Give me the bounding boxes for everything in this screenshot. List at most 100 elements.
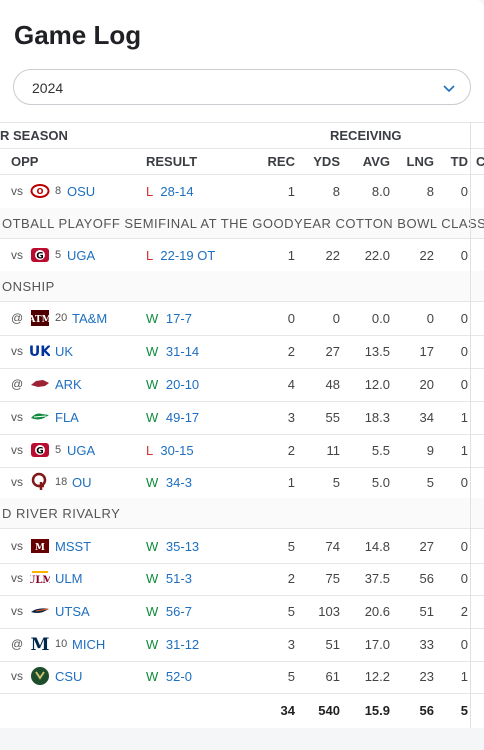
col-yds[interactable]: YDS (313, 154, 340, 169)
td-value: 0 (460, 637, 468, 652)
score-link[interactable]: 20-10 (165, 377, 200, 392)
score-link[interactable]: 30-15 (160, 443, 194, 458)
opponent-rank: 8 (55, 185, 62, 197)
col-result[interactable]: RESULT (146, 154, 198, 169)
avg-value: 12.2 (364, 669, 390, 684)
home-away-indicator: @ (11, 311, 24, 325)
game-note-row: OTBALL PLAYOFF SEMIFINAL AT THE GOODYEAR… (0, 208, 484, 238)
opponent-name-link[interactable]: UTSA (55, 604, 90, 619)
score-link[interactable]: 34-3 (165, 475, 192, 490)
col-avg[interactable]: AVG (362, 154, 390, 169)
lng-value: 5 (426, 475, 434, 490)
win-loss-indicator: W (146, 475, 159, 490)
home-away-indicator: vs (11, 539, 23, 553)
win-loss-indicator: L (146, 248, 153, 263)
season-select[interactable]: 2024 (13, 69, 471, 105)
rec-value: 1 (287, 184, 295, 199)
col-lng[interactable]: LNG (406, 154, 434, 169)
game-row[interactable]: vs M MSST W 35-13 5 74 14.8 27 0 (0, 530, 484, 563)
lng-value: 51 (419, 604, 434, 619)
opponent-name-link[interactable]: ULM (55, 571, 83, 586)
game-result[interactable]: W 17-7 (146, 311, 192, 326)
score-link[interactable]: 35-13 (165, 539, 200, 554)
avg-value: 5.5 (371, 443, 390, 458)
score-link[interactable]: 31-12 (165, 637, 200, 652)
game-result[interactable]: W 31-14 (146, 344, 199, 359)
game-row[interactable]: vs 18 OU W 34-3 1 5 5.0 5 0 (0, 466, 484, 499)
col-rec[interactable]: REC (267, 154, 295, 169)
game-note-text: ONSHIP (2, 279, 55, 294)
game-row[interactable]: vs UK UK W 31-14 2 27 13.5 17 0 (0, 335, 484, 368)
avg-value: 14.8 (364, 539, 390, 554)
score-link[interactable]: 51-3 (165, 571, 192, 586)
ohio-state-logo-icon: O (30, 184, 50, 198)
home-away-indicator: vs (11, 410, 23, 424)
total-td: 5 (460, 703, 468, 718)
total-rec: 34 (280, 703, 295, 718)
game-row[interactable]: vs G 5 UGA L 22-19 OT 1 22 22.0 22 0 (0, 239, 484, 272)
game-row[interactable]: vs FLA W 49-17 3 55 18.3 34 1 (0, 401, 484, 434)
score-link[interactable]: 28-14 (160, 184, 194, 199)
game-result[interactable]: W 49-17 (146, 410, 199, 425)
opponent-name-link[interactable]: MICH (72, 637, 106, 652)
rec-value: 5 (287, 604, 295, 619)
win-loss-indicator: W (146, 311, 159, 326)
game-result[interactable]: L 30-15 (146, 443, 194, 458)
divider (0, 174, 484, 175)
score-link[interactable]: 52-0 (165, 669, 192, 684)
game-result[interactable]: W 34-3 (146, 475, 192, 490)
yds-value: 55 (325, 410, 340, 425)
opponent-name-link[interactable]: FLA (55, 410, 79, 425)
svg-text:M: M (35, 543, 45, 553)
game-result[interactable]: W 20-10 (146, 377, 199, 392)
avg-value: 8.0 (371, 184, 390, 199)
opponent-name-link[interactable]: UGA (67, 443, 96, 458)
score-link[interactable]: 49-17 (165, 410, 200, 425)
svg-text:O: O (37, 187, 44, 196)
game-row[interactable]: vs O 8 OSU L 28-14 1 8 8.0 8 0 (0, 175, 484, 208)
game-row[interactable]: vs UTSA W 56-7 5 103 20.6 51 2 (0, 595, 484, 628)
lng-value: 23 (419, 669, 434, 684)
game-result[interactable]: W 52-0 (146, 669, 192, 684)
home-away-indicator: vs (11, 475, 23, 489)
game-result[interactable]: W 51-3 (146, 571, 192, 586)
opponent-name-link[interactable]: MSST (55, 539, 92, 554)
win-loss-indicator: W (146, 344, 159, 359)
game-row[interactable]: vs ULM ULM W 51-3 2 75 37.5 56 0 (0, 562, 484, 595)
rec-value: 1 (287, 248, 295, 263)
score-link[interactable]: 31-14 (165, 344, 200, 359)
lng-value: 56 (419, 571, 434, 586)
yds-value: 74 (325, 539, 340, 554)
ulm-logo-icon: ULM (30, 571, 50, 586)
col-td[interactable]: TD (450, 154, 468, 169)
win-loss-indicator: W (146, 410, 159, 425)
col-cut: C (476, 154, 484, 169)
game-result[interactable]: W 31-12 (146, 637, 199, 652)
rec-value: 4 (287, 377, 295, 392)
opponent-name-link[interactable]: TA&M (72, 311, 108, 326)
opponent-name-link[interactable]: UGA (67, 248, 96, 263)
game-result[interactable]: W 35-13 (146, 539, 199, 554)
game-result[interactable]: W 56-7 (146, 604, 192, 619)
rec-value: 3 (287, 637, 295, 652)
opponent-name-link[interactable]: UK (55, 344, 74, 359)
avg-value: 5.0 (371, 475, 390, 490)
avg-value: 22.0 (364, 248, 390, 263)
opponent-name-link[interactable]: CSU (55, 669, 83, 684)
opponent-name-link[interactable]: OU (72, 475, 92, 490)
opponent-name-link[interactable]: ARK (55, 377, 82, 392)
game-row[interactable]: @ ARK W 20-10 4 48 12.0 20 0 (0, 368, 484, 401)
game-row[interactable]: vs CSU W 52-0 5 61 12.2 23 1 (0, 660, 484, 693)
svg-text:M: M (31, 635, 50, 654)
col-opp[interactable]: OPP (11, 154, 39, 169)
opponent-name-link[interactable]: OSU (67, 184, 96, 199)
game-row[interactable]: vs G 5 UGA L 30-15 2 11 5.5 9 1 (0, 434, 484, 467)
score-link[interactable]: 22-19 OT (160, 248, 216, 263)
score-link[interactable]: 56-7 (165, 604, 192, 619)
game-result[interactable]: L 28-14 (146, 184, 194, 199)
arkansas-logo-icon (31, 380, 49, 387)
game-row[interactable]: @ ATM 20 TA&M W 17-7 0 0 0.0 0 0 (0, 302, 484, 335)
game-result[interactable]: L 22-19 OT (146, 248, 215, 263)
score-link[interactable]: 17-7 (165, 311, 192, 326)
game-row[interactable]: @ M 10 MICH W 31-12 3 51 17.0 33 0 (0, 628, 484, 661)
